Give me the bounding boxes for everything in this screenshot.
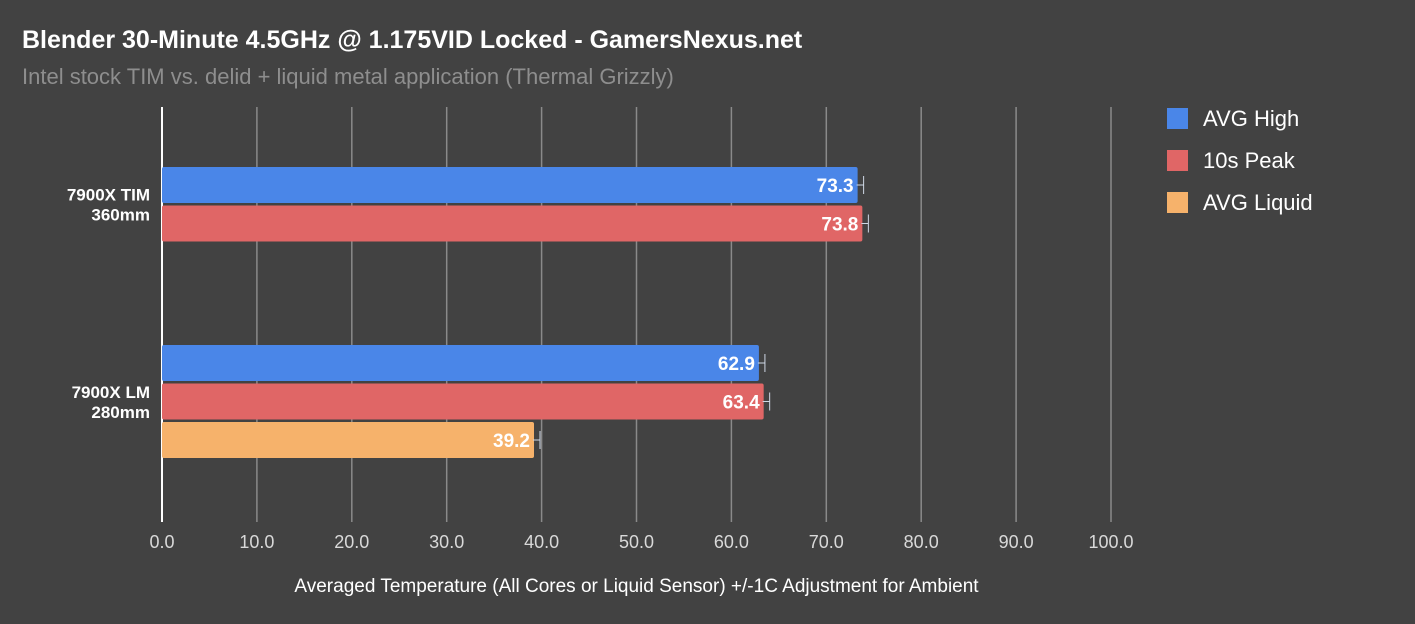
bar-10s-peak: [162, 383, 764, 420]
data-label: 39.2: [493, 431, 530, 452]
x-axis-label: Averaged Temperature (All Cores or Liqui…: [294, 576, 979, 597]
x-tick-label: 70.0: [809, 532, 844, 552]
legend-label: 10s Peak: [1203, 148, 1296, 173]
legend-swatch: [1167, 150, 1188, 171]
bar-avg-high: [162, 345, 759, 381]
legend-swatch: [1167, 108, 1188, 129]
x-tick-label: 10.0: [239, 532, 274, 552]
x-tick-label: 60.0: [714, 532, 749, 552]
x-tick-label: 30.0: [429, 532, 464, 552]
legend-label: AVG Liquid: [1203, 190, 1313, 215]
category-label: 7900X TIM: [67, 186, 150, 205]
bar-avg-high: [162, 167, 858, 203]
category-label: 360mm: [91, 206, 150, 225]
legend-label: AVG High: [1203, 106, 1299, 131]
category-label: 280mm: [91, 403, 150, 422]
legend-swatch: [1167, 192, 1188, 213]
data-label: 62.9: [718, 354, 755, 375]
x-tick-label: 80.0: [904, 532, 939, 552]
data-label: 63.4: [723, 393, 760, 414]
x-tick-label: 0.0: [149, 532, 174, 552]
category-label: 7900X LM: [72, 383, 150, 402]
chart-subtitle: Intel stock TIM vs. delid + liquid metal…: [22, 64, 674, 89]
bar-avg-liquid: [162, 422, 535, 458]
x-tick-label: 50.0: [619, 532, 654, 552]
chart-title: Blender 30-Minute 4.5GHz @ 1.175VID Lock…: [22, 26, 803, 54]
data-label: 73.8: [821, 215, 858, 236]
x-tick-label: 90.0: [999, 532, 1034, 552]
x-tick-label: 100.0: [1088, 532, 1133, 552]
x-tick-label: 40.0: [524, 532, 559, 552]
data-label: 73.3: [817, 176, 854, 197]
bar-10s-peak: [162, 205, 863, 242]
x-tick-label: 20.0: [334, 532, 369, 552]
